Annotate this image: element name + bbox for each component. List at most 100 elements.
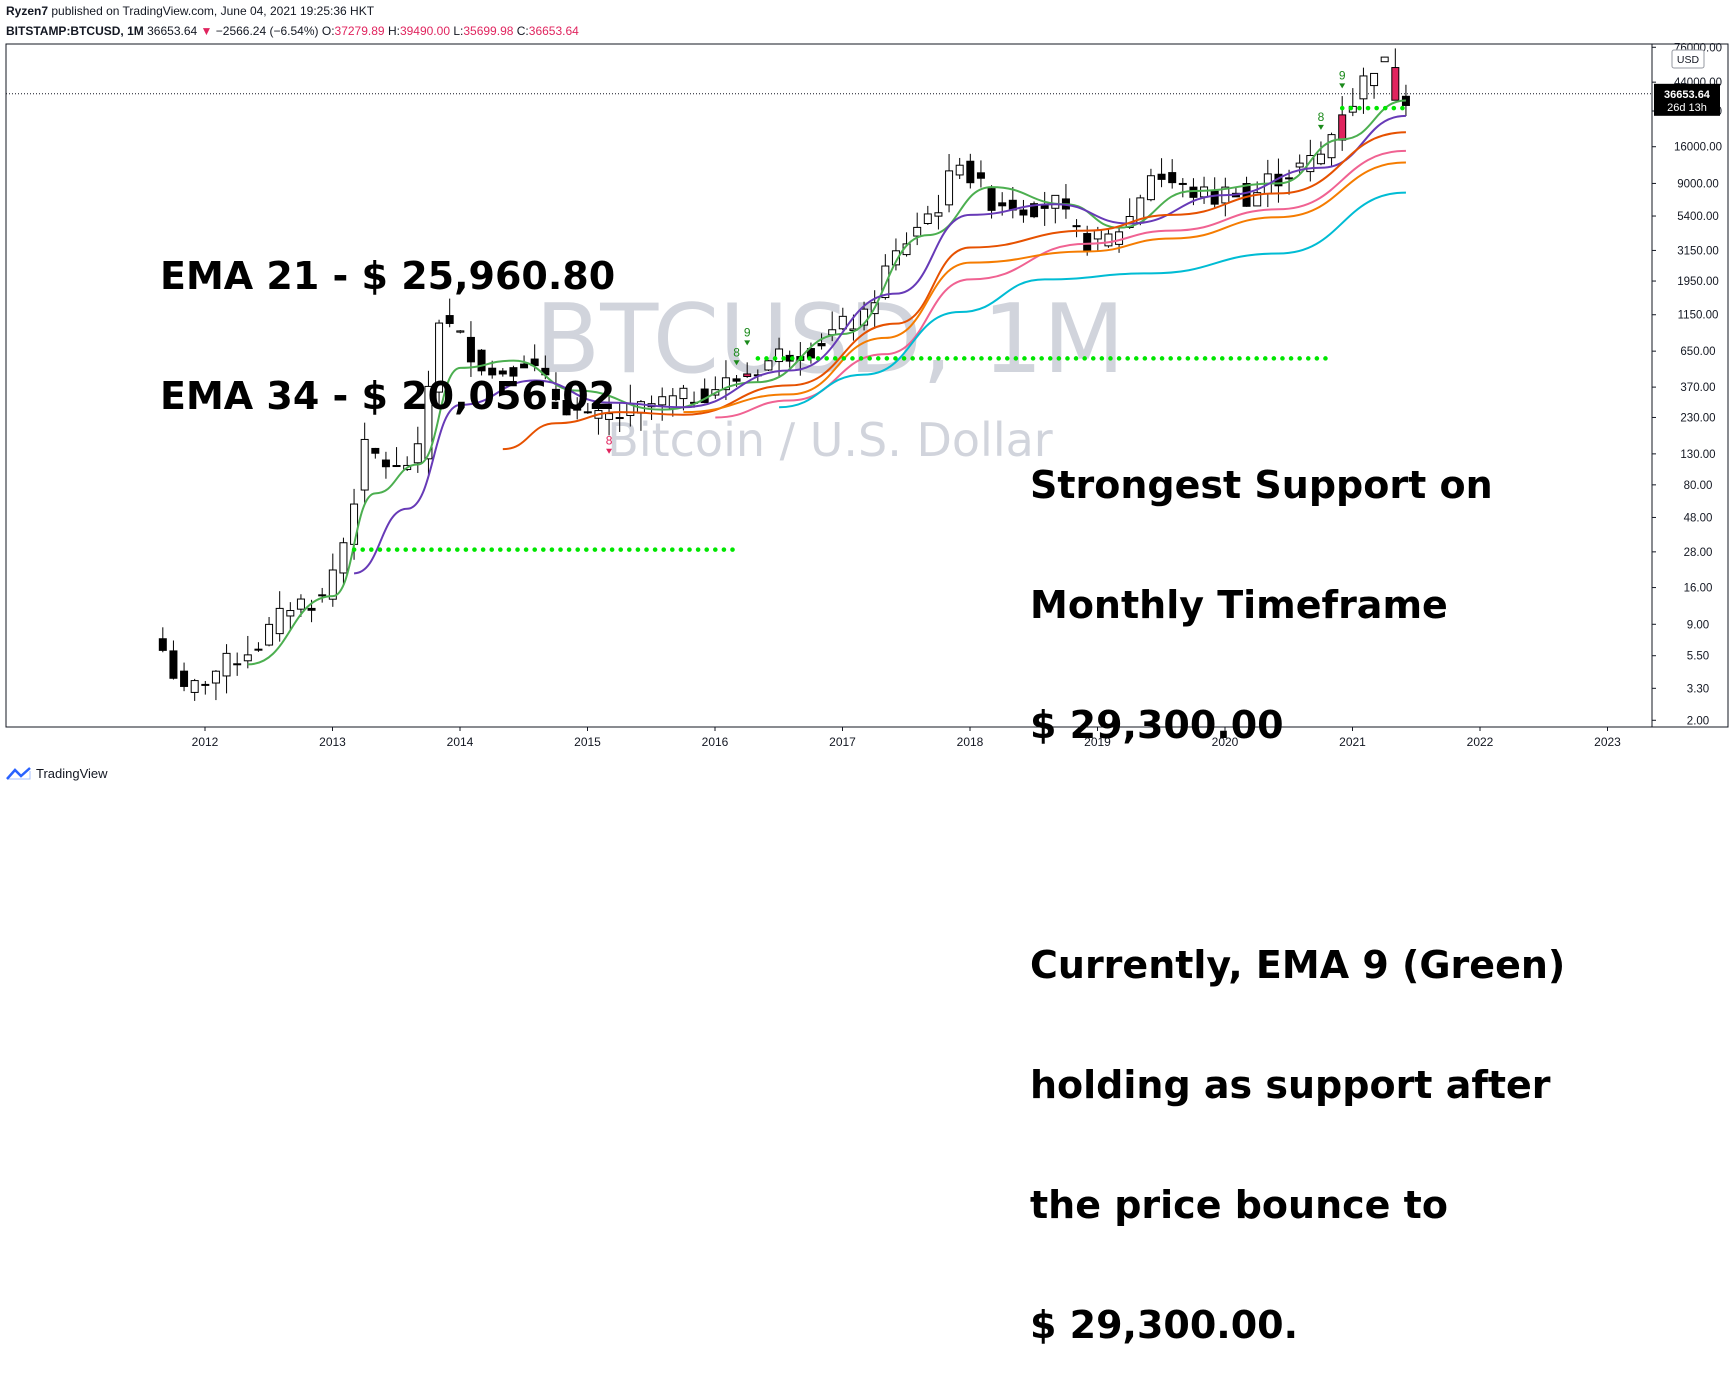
candle-body <box>573 404 582 411</box>
candle-body <box>1189 186 1198 198</box>
candle-body <box>275 607 284 635</box>
y-tick-label: 3150.00 <box>1677 245 1719 257</box>
candle-body <box>1380 56 1389 63</box>
candle-body <box>498 370 507 375</box>
y-tick-label: 48.00 <box>1684 512 1713 524</box>
currency-badge <box>1671 49 1705 69</box>
candle-body <box>211 670 220 684</box>
candle-body <box>775 348 784 363</box>
candle-body <box>1316 153 1325 165</box>
sequence-marker-label: 8 <box>1318 110 1325 124</box>
y-tick-label: 370.00 <box>1680 382 1715 394</box>
candle-body <box>583 411 592 414</box>
tradingview-brand[interactable]: TradingView <box>36 766 108 781</box>
x-tick-label: 2020 <box>1212 735 1239 749</box>
candle-body <box>1072 225 1081 228</box>
sequence-marker-arrow-icon <box>1317 124 1324 130</box>
y-tick-label: 80.00 <box>1684 480 1713 492</box>
candle-body <box>881 265 890 299</box>
candle-body <box>1146 175 1155 201</box>
candle-body <box>1210 190 1219 205</box>
candle-body <box>658 396 667 406</box>
support-line-4 <box>1030 825 1565 865</box>
y-tick-label: 1150.00 <box>1678 310 1719 322</box>
ema-line-ema-9 <box>247 99 1406 666</box>
candle-body <box>158 638 167 651</box>
down-arrow-icon: ▼ <box>200 24 213 38</box>
currency-label: USD <box>1677 54 1700 66</box>
ema-line-ema <box>779 191 1406 409</box>
candle-body <box>435 322 444 393</box>
candle-body <box>233 663 242 666</box>
author[interactable]: Ryzen7 <box>6 4 49 18</box>
candle-body <box>1178 182 1187 185</box>
support-line-6: holding as support after <box>1030 1063 1551 1107</box>
candle-body <box>1295 162 1304 168</box>
last-price-value: 36653.64 <box>1664 89 1711 101</box>
support-line-8: $ 29,300.00. <box>1030 1303 1299 1347</box>
candle-body <box>265 623 274 646</box>
candle-body <box>169 650 178 679</box>
candle-body <box>445 315 454 324</box>
candle-body <box>955 164 964 176</box>
candle-body <box>392 465 401 468</box>
candle-body <box>1104 233 1113 247</box>
candle-body <box>530 358 539 367</box>
candle-body <box>413 443 422 464</box>
plot-frame <box>5 43 1729 728</box>
x-tick-label: 2018 <box>957 735 984 749</box>
candle-body <box>1306 155 1315 173</box>
candle-body <box>551 388 560 401</box>
support-line-5: Currently, EMA 9 (Green) <box>1030 943 1566 987</box>
candle-body <box>1019 209 1028 216</box>
candle-body <box>1040 204 1049 209</box>
last-price-badge <box>1654 83 1720 116</box>
support-annotation: Strongest Support on Monthly Timeframe $… <box>1030 385 1565 1385</box>
candle-body <box>891 250 900 266</box>
price-change: −2566.24 (−6.54%) <box>215 24 319 38</box>
y-tick-label: 28.00 <box>1684 547 1713 559</box>
candle-body <box>1168 172 1177 184</box>
candle-body <box>1370 72 1379 87</box>
price-chart[interactable]: BTCUSD, 1M Bitcoin / U.S. Dollar 2012 2013 2… <box>0 0 1729 793</box>
candle-body <box>679 387 688 400</box>
y-tick-label: 3.30 <box>1687 683 1709 695</box>
x-tick-label: 2016 <box>702 735 729 749</box>
candle-body <box>615 417 624 420</box>
tradingview-logo-icon <box>6 766 31 780</box>
last-price: 36653.64 <box>147 24 198 38</box>
symbol-line: BITSTAMP:BTCUSD, 1M 36653.64 ▼ −2566.24 … <box>6 24 579 39</box>
publish-line: Ryzen7 published on TradingView.com, Jun… <box>6 4 579 19</box>
candle-body <box>1285 177 1294 180</box>
sequence-marker-label: 8 <box>733 345 740 359</box>
candle-body <box>243 654 252 662</box>
y-tick-label: 5400.00 <box>1677 211 1719 223</box>
sequence-marker-label: 8 <box>606 434 613 448</box>
candle-body <box>381 459 390 468</box>
candle-body <box>520 363 529 369</box>
candle-body <box>1030 203 1039 218</box>
open-label: O: <box>321 24 335 38</box>
y-tick-label: 16000.00 <box>1674 142 1722 154</box>
candle-body <box>860 308 869 326</box>
candle-body <box>466 336 475 363</box>
candle-body <box>743 373 752 377</box>
candle-body <box>296 598 305 610</box>
candle-body <box>201 683 210 686</box>
watermark-description: Bitcoin / U.S. Dollar <box>607 413 1053 467</box>
countdown-timer: 26d 13h <box>1667 102 1707 114</box>
candle-body <box>721 377 730 391</box>
candle-body <box>488 367 497 376</box>
x-tick-label: 2015 <box>574 735 601 749</box>
candle-body <box>254 648 263 651</box>
candle-body <box>1327 134 1336 159</box>
candle-body <box>1391 67 1400 101</box>
footer: TradingView <box>6 766 108 781</box>
support-line-1: Strongest Support on <box>1030 463 1493 507</box>
candle-body <box>934 212 943 217</box>
candle-body <box>1157 173 1166 180</box>
x-tick-label: 2022 <box>1467 735 1494 749</box>
high-value: 39490.00 <box>399 24 450 38</box>
candle-body <box>605 413 614 420</box>
symbol-name[interactable]: BITSTAMP:BTCUSD, 1M <box>6 24 144 38</box>
